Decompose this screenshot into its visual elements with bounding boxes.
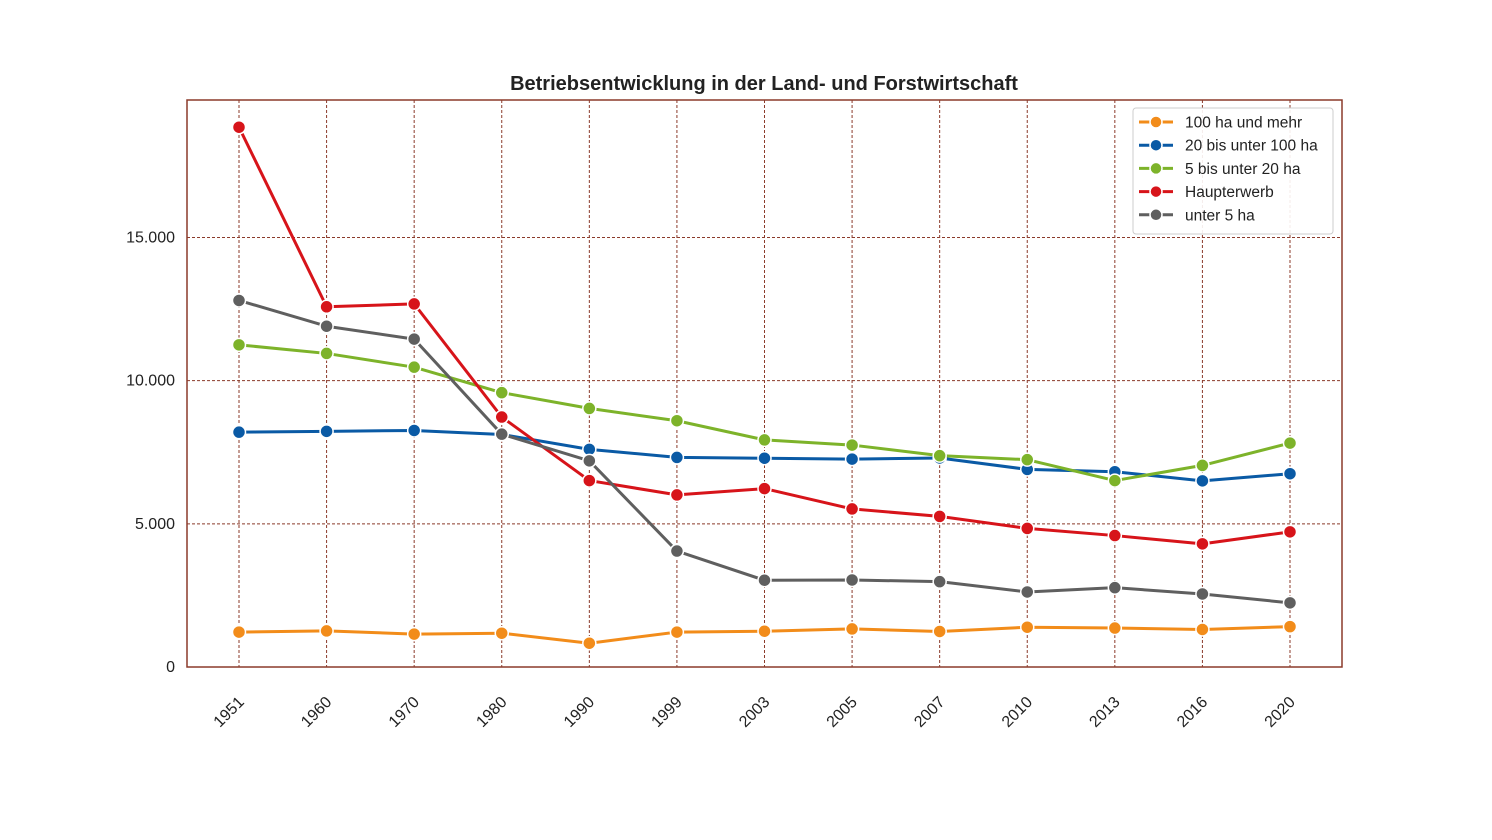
- x-tick-label: 2007: [911, 694, 948, 731]
- x-tick-label: 2013: [1086, 694, 1123, 731]
- series-100-ha-und-mehr: [231, 619, 1298, 651]
- legend-label: 5 bis unter 20 ha: [1185, 161, 1301, 178]
- data-point: [844, 572, 860, 588]
- legend-label: Haupterwerb: [1185, 184, 1274, 201]
- data-point: [1195, 586, 1210, 602]
- data-point: [1107, 528, 1123, 543]
- x-tick-label: 2003: [736, 694, 773, 731]
- data-point: [669, 543, 685, 559]
- data-point: [319, 346, 334, 361]
- data-point: [1195, 458, 1210, 473]
- data-point: [669, 413, 685, 428]
- x-tick-label: 1980: [473, 694, 510, 731]
- data-point: [1282, 595, 1298, 611]
- data-point: [1195, 473, 1210, 489]
- data-point: [582, 401, 597, 416]
- data-point: [1282, 524, 1298, 540]
- x-tick-label: 2005: [824, 694, 861, 731]
- legend-label: 100 ha und mehr: [1185, 115, 1302, 132]
- data-point: [231, 293, 247, 308]
- data-point: [1282, 466, 1298, 481]
- data-point: [932, 624, 947, 639]
- data-point: [1107, 620, 1123, 636]
- x-tick-label: 1960: [298, 694, 335, 731]
- data-point: [757, 450, 772, 466]
- data-point: [757, 572, 772, 588]
- data-point: [669, 487, 685, 503]
- data-point: [494, 409, 509, 425]
- series-5-bis-unter-20-ha: [231, 337, 1298, 488]
- data-point: [844, 621, 860, 637]
- data-point: [231, 119, 247, 135]
- series-unter-5-ha: [231, 293, 1298, 611]
- data-point: [319, 299, 334, 315]
- data-point: [757, 432, 772, 448]
- x-tick-label: 2010: [999, 694, 1036, 731]
- data-point: [406, 331, 422, 347]
- data-point: [1020, 619, 1035, 635]
- legend-swatch-marker: [1149, 161, 1163, 176]
- x-tick-label: 1990: [561, 694, 598, 731]
- y-tick-label: 15.000: [126, 229, 175, 246]
- data-point: [1020, 452, 1035, 467]
- data-point: [1020, 584, 1035, 600]
- legend-label: 20 bis unter 100 ha: [1185, 138, 1318, 155]
- x-tick-label: 1951: [211, 694, 248, 731]
- data-point: [406, 626, 422, 642]
- data-point: [1107, 580, 1123, 595]
- y-tick-label: 0: [166, 659, 175, 676]
- data-point: [1107, 473, 1123, 488]
- data-point: [1282, 435, 1298, 451]
- legend-box: [1132, 107, 1334, 235]
- data-point: [844, 437, 860, 453]
- series-haupterwerb: [231, 119, 1298, 552]
- chart-title: Betriebsentwicklung in der Land- und For…: [510, 73, 1018, 95]
- data-point: [406, 359, 422, 375]
- plot-frame: [186, 99, 1343, 668]
- legend: 100 ha und mehr 20 bis unter 100 ha 5 bis …: [1132, 107, 1334, 235]
- data-point: [1195, 622, 1210, 637]
- legend-swatch-marker: [1149, 115, 1163, 129]
- y-tick-label: 5.000: [135, 516, 175, 533]
- legend-swatch-marker: [1149, 208, 1163, 222]
- x-tick-label: 2016: [1174, 694, 1211, 731]
- series-layer: [231, 119, 1298, 651]
- data-point: [1020, 521, 1035, 536]
- data-point: [669, 450, 685, 465]
- x-tick-label: 2020: [1262, 694, 1299, 731]
- data-point: [669, 624, 685, 640]
- data-point: [932, 509, 947, 524]
- x-tick-label: 1999: [649, 694, 686, 731]
- data-point: [231, 624, 247, 640]
- data-point: [319, 623, 334, 639]
- data-point: [1195, 536, 1210, 552]
- data-point: [757, 623, 772, 639]
- data-point: [582, 635, 597, 651]
- data-point: [231, 337, 247, 353]
- data-point: [231, 424, 247, 440]
- legend-label: unter 5 ha: [1185, 207, 1255, 224]
- y-tick-label: 10.000: [126, 373, 175, 390]
- x-tick-label: 1970: [386, 694, 423, 731]
- data-point: [932, 448, 947, 463]
- data-point: [757, 481, 772, 496]
- data-point: [844, 451, 860, 467]
- data-point: [406, 423, 422, 438]
- data-point: [406, 296, 422, 312]
- data-point: [844, 501, 860, 517]
- data-point: [582, 453, 597, 469]
- data-point: [319, 318, 334, 334]
- data-point: [582, 473, 597, 488]
- legend-swatch-marker: [1149, 138, 1163, 152]
- data-point: [494, 385, 509, 400]
- data-point: [494, 625, 509, 641]
- data-point: [494, 426, 509, 442]
- data-point: [932, 574, 947, 589]
- data-point: [319, 424, 334, 439]
- data-point: [1282, 619, 1298, 634]
- legend-swatch-marker: [1149, 184, 1163, 199]
